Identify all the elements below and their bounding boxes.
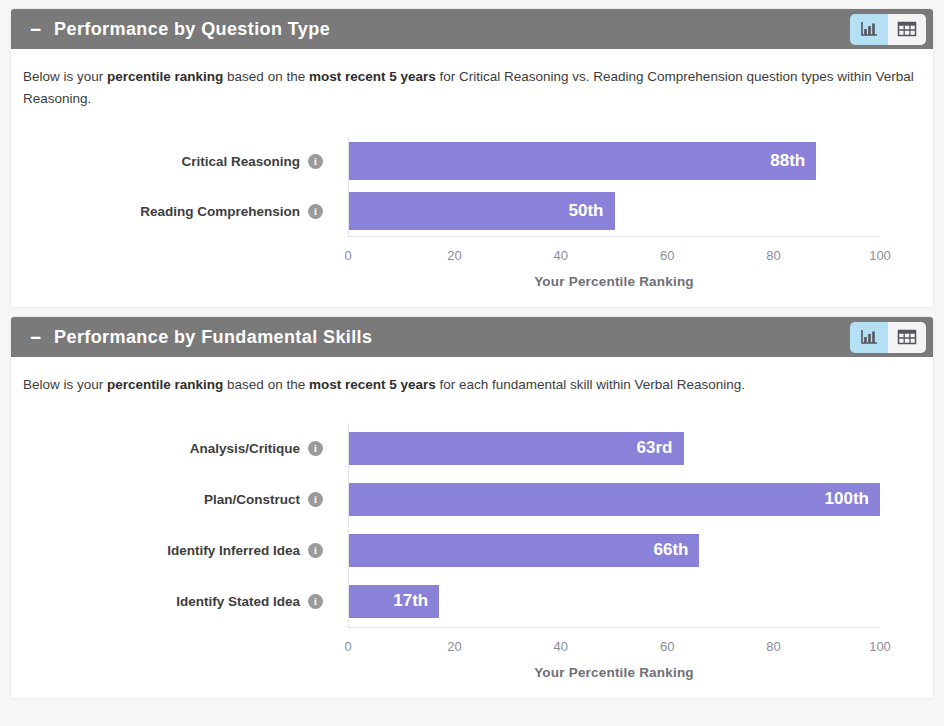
chart-row: Analysis/Critique i 63rd	[11, 423, 933, 474]
bar-cell: 88th	[348, 136, 880, 186]
chart-row: Identify Stated Idea i 17th	[11, 576, 933, 627]
chart-row: Plan/Construct i 100th	[11, 474, 933, 525]
chart-view-button[interactable]	[850, 14, 888, 45]
collapse-icon[interactable]: −	[30, 328, 41, 347]
bar-chart-icon	[859, 329, 879, 346]
x-axis-label: Your Percentile Ranking	[348, 274, 880, 289]
info-icon[interactable]: i	[308, 154, 323, 169]
category-label-cell: Critical Reasoning i	[11, 154, 348, 169]
panel-performance-by-fundamental-skills: − Performance by Fundamental Skills	[10, 316, 934, 699]
bar[interactable]: 88th	[349, 142, 816, 180]
panel-description: Below is your percentile ranking based o…	[23, 66, 921, 109]
bar-value-label: 100th	[825, 489, 880, 509]
bar-value-label: 66th	[653, 540, 699, 560]
bar-cell: 17th	[348, 576, 880, 627]
panel-title: Performance by Fundamental Skills	[54, 327, 372, 348]
collapse-icon[interactable]: −	[30, 20, 41, 39]
x-axis-tick: 100	[869, 248, 891, 263]
bar-cell: 66th	[348, 525, 880, 576]
category-label-cell: Analysis/Critique i	[11, 441, 348, 456]
x-axis: 0 20 40 60 80 100	[11, 627, 933, 659]
bar[interactable]: 50th	[349, 192, 615, 230]
x-axis-tick: 40	[554, 639, 568, 654]
x-axis-tick: 80	[766, 639, 780, 654]
info-icon[interactable]: i	[308, 204, 323, 219]
panel-header: − Performance by Question Type	[11, 9, 933, 49]
x-axis-tick: 40	[554, 248, 568, 263]
bar-value-label: 63rd	[637, 438, 684, 458]
bar[interactable]: 66th	[349, 534, 699, 567]
x-axis-tick: 100	[869, 639, 891, 654]
bar-value-label: 50th	[569, 201, 615, 221]
category-label: Plan/Construct	[204, 492, 300, 507]
category-label: Reading Comprehension	[140, 204, 300, 219]
info-icon[interactable]: i	[308, 594, 323, 609]
category-label: Analysis/Critique	[190, 441, 300, 456]
category-label-cell: Reading Comprehension i	[11, 204, 348, 219]
x-axis-tick: 20	[447, 248, 461, 263]
info-icon[interactable]: i	[308, 492, 323, 507]
bar-cell: 100th	[348, 474, 880, 525]
table-view-button[interactable]	[888, 322, 926, 353]
bar-cell: 63rd	[348, 423, 880, 474]
category-label-cell: Identify Inferred Idea i	[11, 543, 348, 558]
bar-value-label: 17th	[393, 591, 439, 611]
bar-chart-question-type: Critical Reasoning i 88th Reading Compre…	[11, 136, 933, 307]
category-label: Identify Stated Idea	[176, 594, 300, 609]
category-label-cell: Identify Stated Idea i	[11, 594, 348, 609]
x-axis: 0 20 40 60 80 100	[11, 236, 933, 268]
panel-title: Performance by Question Type	[54, 19, 330, 40]
x-axis-tick: 0	[344, 639, 351, 654]
panel-performance-by-question-type: − Performance by Question Type	[10, 8, 934, 308]
chart-row: Reading Comprehension i 50th	[11, 186, 933, 236]
table-view-button[interactable]	[888, 14, 926, 45]
x-axis-tick: 0	[344, 248, 351, 263]
info-icon[interactable]: i	[308, 543, 323, 558]
bar[interactable]: 17th	[349, 585, 439, 618]
bar-value-label: 88th	[770, 151, 816, 171]
chart-row: Critical Reasoning i 88th	[11, 136, 933, 186]
chart-row: Identify Inferred Idea i 66th	[11, 525, 933, 576]
info-icon[interactable]: i	[308, 441, 323, 456]
x-axis-tick: 60	[660, 248, 674, 263]
x-axis-tick: 60	[660, 639, 674, 654]
chart-view-button[interactable]	[850, 322, 888, 353]
category-label-cell: Plan/Construct i	[11, 492, 348, 507]
category-label: Critical Reasoning	[181, 154, 300, 169]
table-icon	[897, 21, 917, 37]
view-toggle	[850, 14, 926, 45]
category-label: Identify Inferred Idea	[167, 543, 300, 558]
bar-chart-fundamental-skills: Analysis/Critique i 63rd Plan/Construct …	[11, 423, 933, 698]
panel-description: Below is your percentile ranking based o…	[23, 374, 921, 396]
bar-chart-icon	[859, 21, 879, 38]
table-icon	[897, 329, 917, 345]
x-axis-tick: 80	[766, 248, 780, 263]
x-axis-label: Your Percentile Ranking	[348, 665, 880, 680]
x-axis-ticks: 0 20 40 60 80 100	[348, 236, 880, 268]
x-axis-ticks: 0 20 40 60 80 100	[348, 627, 880, 659]
view-toggle	[850, 322, 926, 353]
x-axis-tick: 20	[447, 639, 461, 654]
bar[interactable]: 100th	[349, 483, 880, 516]
bar-cell: 50th	[348, 186, 880, 236]
panel-header: − Performance by Fundamental Skills	[11, 317, 933, 357]
bar[interactable]: 63rd	[349, 432, 684, 465]
